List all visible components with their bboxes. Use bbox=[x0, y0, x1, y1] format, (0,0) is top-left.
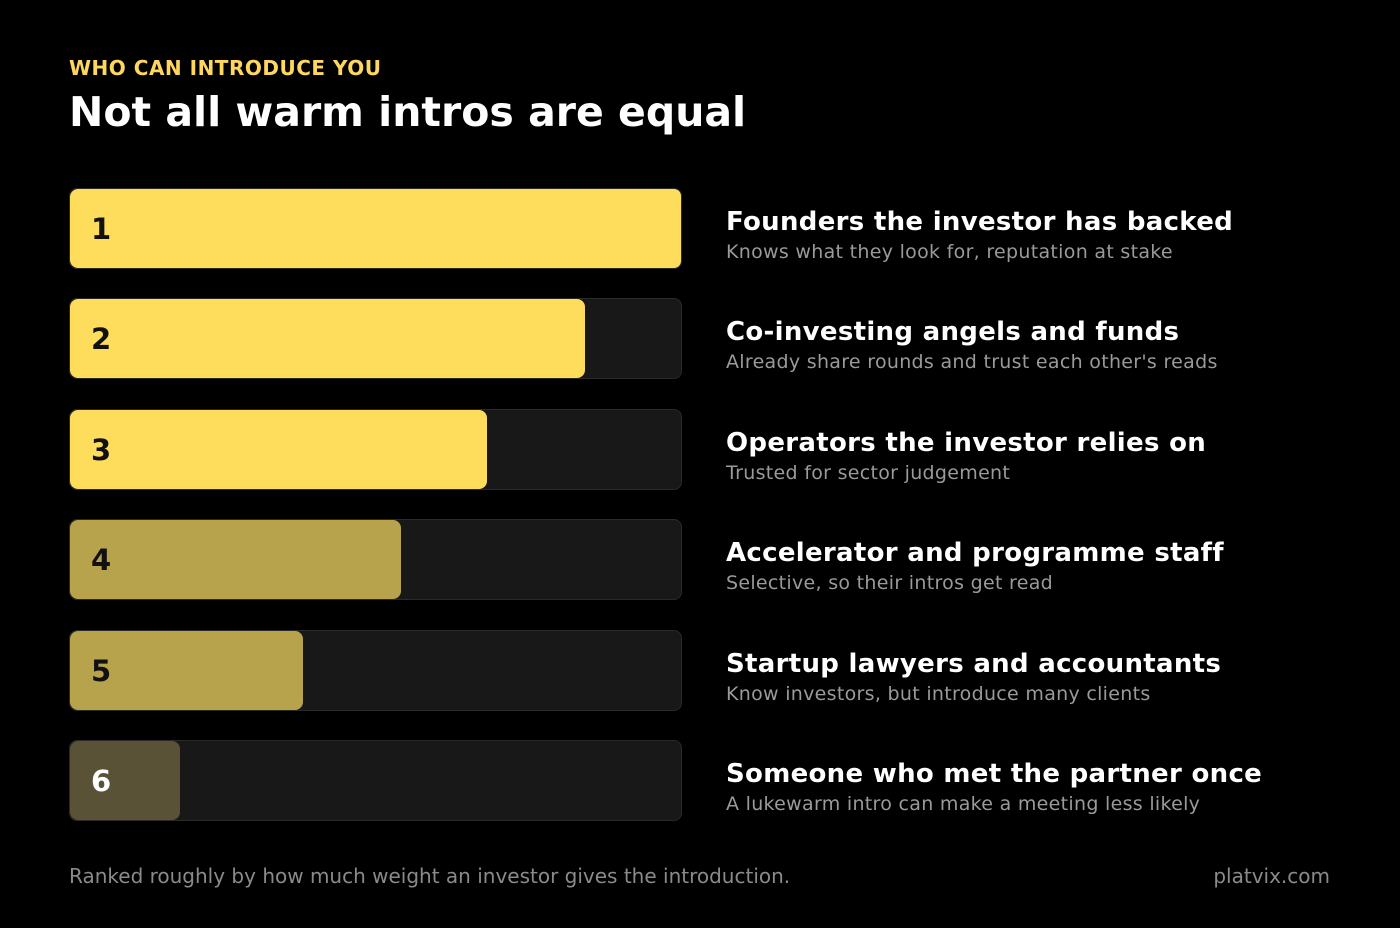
rank: 6 bbox=[91, 764, 112, 798]
bar bbox=[70, 299, 585, 379]
bar bbox=[70, 520, 402, 600]
item-note: Trusted for sector judgement bbox=[726, 461, 1011, 484]
bar-track: 2 bbox=[69, 298, 682, 380]
item-label: Founders the investor has backed bbox=[726, 207, 1234, 237]
source: platvix.com bbox=[1213, 864, 1330, 888]
item-note: Know investors, but introduce many clien… bbox=[726, 682, 1151, 705]
row: 3 Operators the investor relies on Trusted… bbox=[69, 408, 1369, 490]
bar bbox=[70, 409, 487, 489]
rank: 4 bbox=[91, 543, 112, 578]
item-label: Startup lawyers and accountants bbox=[726, 648, 1222, 679]
item-label: Someone who met the partner once bbox=[726, 759, 1263, 789]
row: 2 Co-investing angels and funds Already sh… bbox=[69, 298, 1369, 380]
footnote: Ranked roughly by how much weight an inv… bbox=[69, 864, 791, 888]
bar-track: 5 bbox=[69, 629, 682, 711]
bar-track: 1 bbox=[69, 188, 682, 269]
rank: 3 bbox=[91, 432, 112, 467]
bar-track: 4 bbox=[69, 519, 682, 601]
row: 5 Startup lawyers and accountants Know inv… bbox=[69, 629, 1369, 711]
bar-track: 3 bbox=[69, 408, 682, 490]
item-note: Selective, so their intros get read bbox=[726, 572, 1054, 595]
bar bbox=[70, 741, 181, 820]
bar bbox=[70, 189, 681, 268]
row: 4 Accelerator and programme staff Selectiv… bbox=[69, 519, 1369, 601]
row: 1 Founders the investor has backed Knows w… bbox=[69, 188, 1369, 269]
rank: 2 bbox=[91, 322, 112, 357]
item-note: Already share rounds and trust each othe… bbox=[726, 351, 1218, 374]
bar bbox=[70, 630, 303, 710]
eyebrow: WHO CAN INTRODUCE YOU bbox=[69, 56, 382, 80]
item-note: A lukewarm intro can make a meeting less… bbox=[726, 793, 1201, 815]
rank: 5 bbox=[91, 653, 112, 688]
item-label: Co-investing angels and funds bbox=[726, 317, 1180, 348]
row: 6 Someone who met the partner once A lukew… bbox=[69, 740, 1369, 821]
item-note: Knows what they look for, reputation at … bbox=[726, 241, 1173, 263]
rank: 1 bbox=[91, 212, 112, 246]
item-label: Accelerator and programme staff bbox=[726, 538, 1224, 569]
bar-track: 6 bbox=[69, 740, 682, 821]
item-label: Operators the investor relies on bbox=[726, 427, 1207, 458]
chart-title: Not all warm intros are equal bbox=[69, 88, 747, 136]
